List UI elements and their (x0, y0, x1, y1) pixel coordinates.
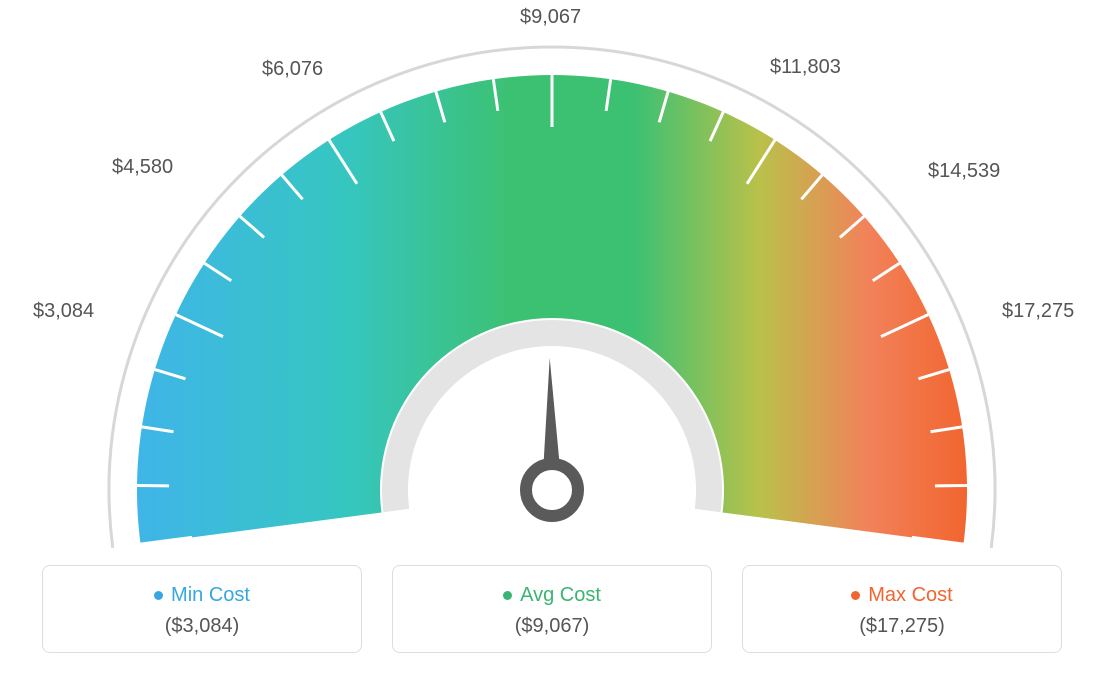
scale-label: $11,803 (770, 56, 841, 79)
legend-title-min: Min Cost (171, 584, 250, 607)
scale-label: $4,580 (112, 156, 173, 179)
needle-hub (526, 464, 578, 516)
legend-card-max: Max Cost ($17,275) (742, 565, 1062, 653)
legend-value-avg: ($9,067) (403, 615, 701, 638)
scale-label: $14,539 (928, 160, 1000, 183)
scale-label: $17,275 (1002, 300, 1074, 323)
scale-label: $3,084 (33, 300, 94, 323)
legend-row: Min Cost ($3,084) Avg Cost ($9,067) Max … (0, 565, 1104, 653)
scale-label: $6,076 (262, 58, 323, 81)
legend-title-avg: Avg Cost (520, 584, 601, 607)
dot-icon (503, 591, 512, 600)
legend-card-min: Min Cost ($3,084) (42, 565, 362, 653)
legend-value-max: ($17,275) (753, 615, 1051, 638)
gauge-svg (0, 0, 1104, 560)
dot-icon (154, 591, 163, 600)
legend-title-max: Max Cost (868, 584, 952, 607)
scale-label: $9,067 (520, 6, 581, 29)
legend-card-avg: Avg Cost ($9,067) (392, 565, 712, 653)
dot-icon (851, 591, 860, 600)
legend-value-min: ($3,084) (53, 615, 351, 638)
gauge-container: $3,084 $4,580 $6,076 $9,067 $11,803 $14,539 $1… (0, 0, 1104, 560)
